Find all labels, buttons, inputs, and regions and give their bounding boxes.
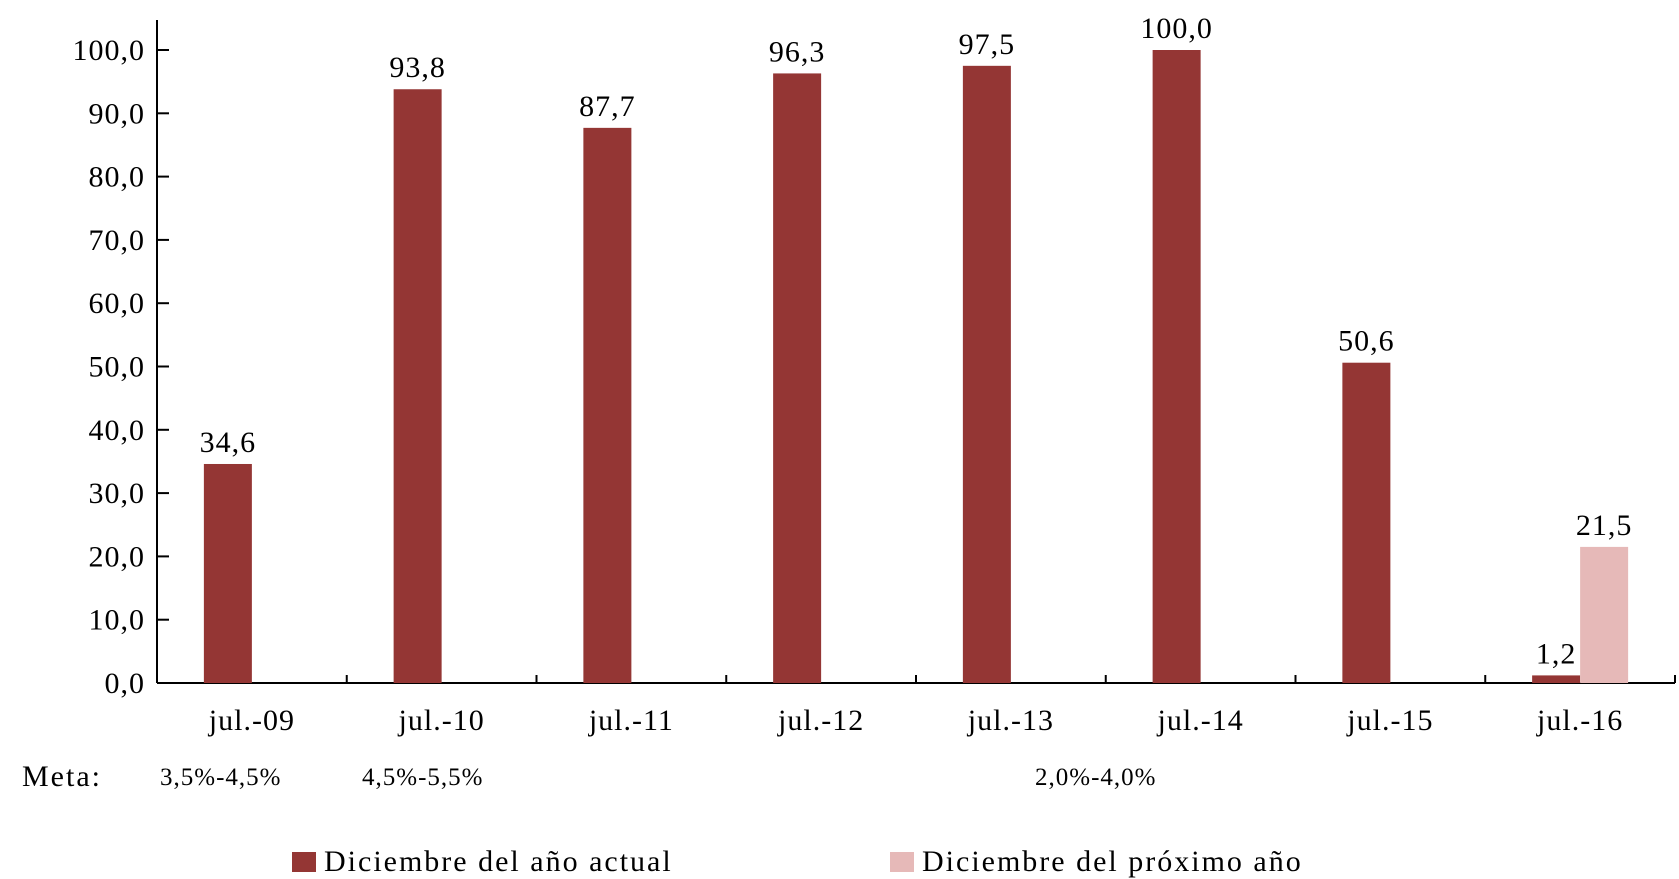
data-label: 100,0 — [1140, 12, 1213, 45]
legend: Diciembre del año actual Diciembre del p… — [0, 845, 1679, 879]
legend-item-actual: Diciembre del año actual — [292, 845, 673, 879]
bar-next — [1580, 546, 1629, 683]
bar-actual — [1532, 675, 1581, 683]
meta-range-1: 3,5%-4,5% — [160, 764, 282, 791]
x-tick-label: jul.-10 — [398, 704, 485, 737]
bars — [203, 50, 1629, 684]
bar-actual — [583, 127, 632, 683]
y-tick-label: 40,0 — [89, 414, 146, 447]
x-tick-label: jul.-11 — [588, 704, 674, 737]
y-tick-label: 50,0 — [89, 351, 146, 384]
bar-actual — [1152, 50, 1201, 683]
x-tick-label: jul.-09 — [208, 704, 295, 737]
legend-swatch-next — [890, 852, 914, 872]
data-label: 93,8 — [389, 51, 446, 84]
legend-label-actual: Diciembre del año actual — [324, 845, 673, 878]
meta-range-2: 4,5%-5,5% — [362, 764, 484, 791]
y-tick-label: 70,0 — [89, 224, 146, 257]
y-tick-label: 10,0 — [89, 604, 146, 637]
data-label: 87,7 — [579, 90, 636, 123]
bar-actual — [773, 73, 822, 683]
meta-row: Meta: 3,5%-4,5% 4,5%-5,5% 2,0%-4,0% — [0, 760, 1679, 800]
data-label: 96,3 — [769, 35, 826, 68]
y-tick-label: 80,0 — [89, 161, 146, 194]
bar-actual — [203, 463, 252, 683]
y-tick-label: 20,0 — [89, 540, 146, 573]
data-label: 21,5 — [1576, 509, 1633, 542]
legend-swatch-actual — [292, 852, 316, 872]
y-tick-label: 100,0 — [73, 34, 146, 67]
x-tick-label: jul.-15 — [1346, 704, 1433, 737]
data-label: 34,6 — [200, 426, 257, 459]
y-tick-label: 30,0 — [89, 477, 146, 510]
x-axis: jul.-09 jul.-10 jul.-11 jul.-12 jul.-13 jul.-… — [156, 675, 1676, 737]
data-label: 1,2 — [1536, 637, 1577, 670]
x-tick-label: jul.-14 — [1157, 704, 1244, 737]
bar-actual — [1342, 362, 1391, 683]
bar-actual — [393, 89, 442, 684]
meta-title: Meta: — [22, 760, 102, 793]
data-label: 97,5 — [959, 28, 1016, 61]
y-tick-label: 0,0 — [105, 667, 146, 700]
meta-range-3: 2,0%-4,0% — [1035, 764, 1157, 791]
data-labels: 34,6 93,8 87,7 96,3 97,5 100,0 50,6 1,2 21,5 — [200, 12, 1633, 670]
y-tick-label: 90,0 — [89, 97, 146, 130]
x-tick-label: jul.-13 — [967, 704, 1054, 737]
data-label: 50,6 — [1338, 325, 1395, 358]
y-axis: 0,0 10,0 20,0 30,0 40,0 50,0 60,0 70,0 80,0 90,0 1… — [73, 20, 169, 700]
bar-actual — [962, 65, 1011, 683]
x-tick-label: jul.-16 — [1536, 704, 1623, 737]
legend-item-next: Diciembre del próximo año — [890, 845, 1303, 879]
bar-chart: 0,0 10,0 20,0 30,0 40,0 50,0 60,0 70,0 80,0 90,0 1… — [73, 12, 1676, 737]
y-tick-label: 60,0 — [89, 287, 146, 320]
legend-label-next: Diciembre del próximo año — [922, 845, 1303, 878]
x-tick-label: jul.-12 — [777, 704, 864, 737]
